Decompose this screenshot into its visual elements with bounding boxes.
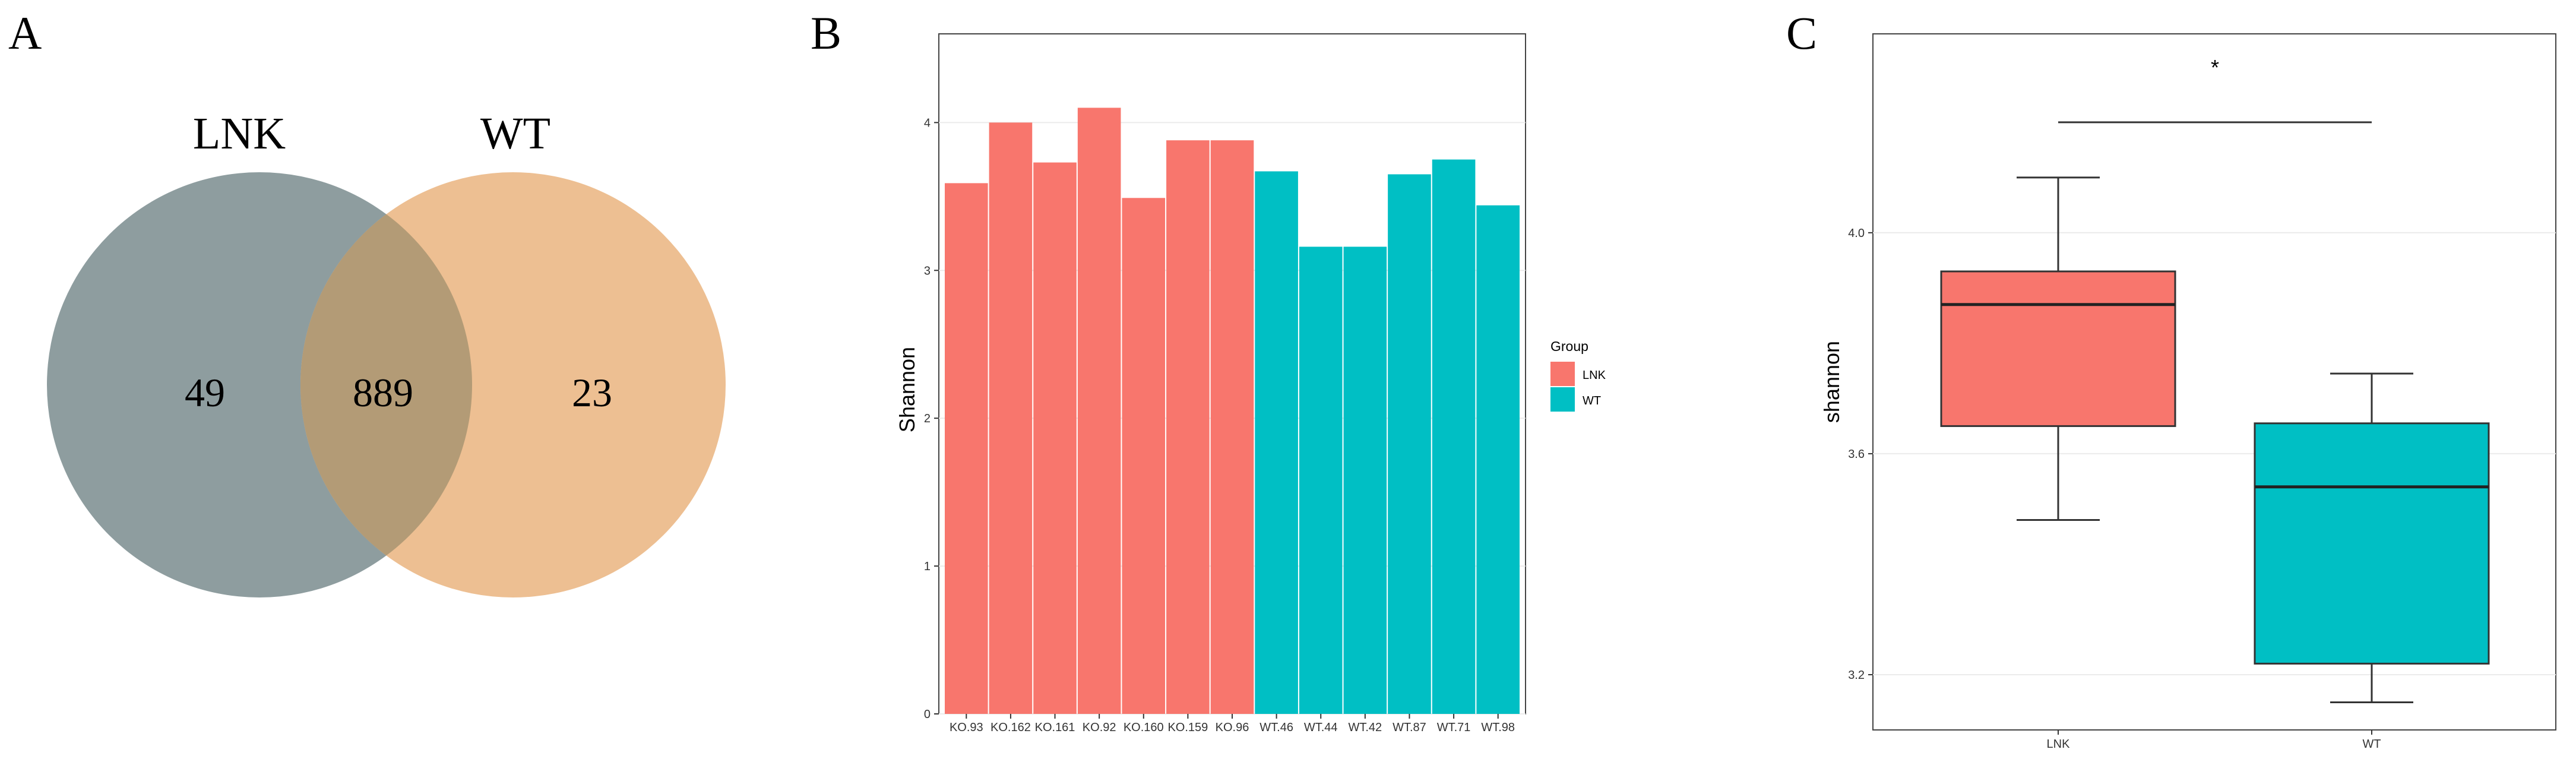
bar-y-tick-label: 2 [924,412,931,425]
bar [1166,140,1210,714]
bar-y-axis: 0 1 2 3 4 [924,116,939,721]
bar [1033,162,1077,714]
panel-b-letter: B [811,7,841,59]
bar-x-tick-label: WT.71 [1437,721,1471,734]
significance-label: * [2211,55,2219,80]
panel-a: A LNK WT 49 889 23 [8,7,726,597]
bar-x-tick-label: KO.96 [1216,721,1249,734]
panel-c: C 3.2 3.6 4.0 LNK WT * shannon [1786,7,2556,751]
bar-y-tick-label: 1 [924,560,931,573]
bar [945,183,988,714]
box-iqr [1940,270,2176,427]
bar-x-tick-label: WT.98 [1481,721,1515,734]
bar-x-tick-label: WT.87 [1393,721,1426,734]
legend-label-wt: WT [1583,394,1601,407]
bar-x-tick-label: KO.93 [950,721,983,734]
bar-x-tick-label: KO.160 [1124,721,1164,734]
venn-overlap [300,214,472,556]
box-plot-frame [1872,33,2556,731]
box-y-tick-label: 3.2 [1848,669,1865,682]
bar [1432,159,1476,714]
venn-count-intersection: 889 [353,370,413,415]
bar [1255,171,1298,714]
bar [1210,140,1254,714]
bar-y-axis-title: Shannon [895,347,919,432]
box-x-tick-label: WT [2362,738,2381,751]
bar-y-tick-label: 3 [924,264,931,277]
legend-swatch-wt [1550,387,1575,412]
panel-a-letter: A [8,7,42,59]
bar [989,122,1033,714]
bar [1122,198,1166,714]
panel-c-letter: C [1786,7,1817,59]
bar-x-tick-label: KO.92 [1083,721,1116,734]
legend-swatch-lnk [1550,362,1575,386]
venn-count-lnk-only: 49 [185,370,225,415]
venn-title-wt: WT [480,109,550,159]
bar-x-tick-label: KO.159 [1167,721,1208,734]
bar [1077,107,1121,714]
box-y-tick-label: 4.0 [1848,227,1865,240]
bar-x-tick-label: WT.42 [1349,721,1382,734]
bar-x-tick-label: WT.44 [1304,721,1338,734]
bar-legend: Group LNK WT [1550,339,1606,412]
bar [1388,174,1431,714]
bar [1476,205,1520,714]
bar-x-axis: KO.93 KO.162 KO.161 KO.92 KO.160 KO.159 KO.96 W… [950,714,1515,734]
venn-title-lnk: LNK [193,109,286,159]
bar [1343,246,1387,714]
bar [1299,246,1343,714]
box-x-tick-label: LNK [2047,738,2071,751]
bar-x-tick-label: KO.161 [1035,721,1075,734]
box-x-axis: LNK WT [2047,730,2381,751]
box-iqr [2254,422,2490,665]
box-y-axis: 3.2 3.6 4.0 [1848,227,1873,682]
bar-series [945,107,1520,714]
bar-y-tick-label: 4 [924,116,931,129]
legend-label-lnk: LNK [1583,369,1606,382]
panel-b: B 0 1 2 3 4 KO.93 KO.162 KO.161 KO.92 KO.160 KO.1… [811,7,1606,734]
significance-annotation: * [2058,55,2372,124]
bar-x-tick-label: KO.162 [990,721,1031,734]
box-y-axis-title: shannon [1819,341,1844,423]
box-y-tick-label: 3.6 [1848,448,1865,461]
bar-y-tick-label: 0 [924,708,931,721]
venn-count-wt-only: 23 [572,370,612,415]
bar-x-tick-label: WT.46 [1259,721,1293,734]
box-series [1940,176,2490,703]
legend-title: Group [1550,339,1588,354]
